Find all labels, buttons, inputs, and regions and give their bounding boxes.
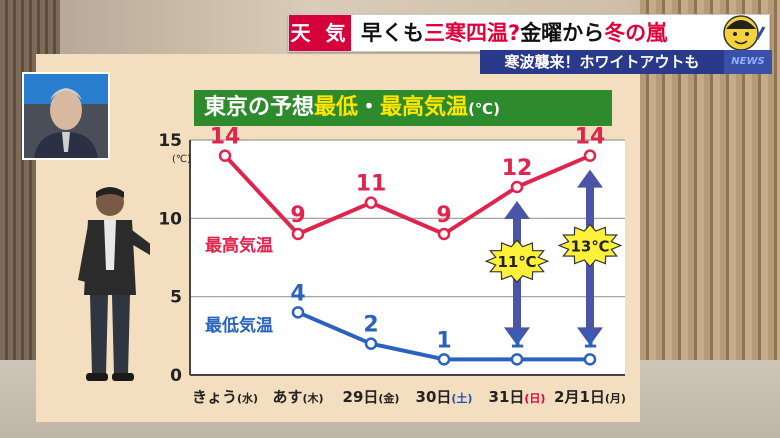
data-label: 1 xyxy=(509,328,524,353)
x-tick-main: 31日 xyxy=(489,388,525,406)
range-label: 13℃ xyxy=(570,238,609,256)
anchor-portrait xyxy=(24,74,108,158)
y-tick-label: 5 xyxy=(170,288,182,308)
data-label: 9 xyxy=(436,203,451,228)
x-tick-label: あす(木) xyxy=(272,388,323,406)
data-label: 1 xyxy=(436,328,451,353)
range-label: 11℃ xyxy=(497,253,536,271)
data-point xyxy=(510,180,524,194)
data-label: 14 xyxy=(210,125,241,150)
data-label: 2 xyxy=(363,313,378,338)
range-arrow-head xyxy=(504,201,530,219)
data-point xyxy=(364,196,378,209)
title-prefix: 東京の予想 xyxy=(204,95,315,120)
y-tick-label: 15 xyxy=(158,131,182,151)
series-label-high: 最高気温 xyxy=(205,235,273,256)
title-unit: (℃) xyxy=(468,100,500,118)
range-burst xyxy=(557,223,623,268)
data-point xyxy=(437,227,451,241)
x-tick-label: 30日(土) xyxy=(416,388,473,406)
x-tick-label: きょう(水) xyxy=(192,388,258,406)
data-label: 4 xyxy=(290,281,305,306)
y-unit-label: (℃) xyxy=(172,154,191,165)
network-logo: NEWS xyxy=(724,50,772,74)
data-point xyxy=(218,149,232,162)
x-tick-day: (土) xyxy=(451,391,472,405)
data-point xyxy=(583,353,597,366)
data-point xyxy=(510,353,524,366)
data-point xyxy=(291,227,305,241)
range-arrow-head xyxy=(577,169,603,188)
headline-banner: 天 気 早くも三寒四温?金曜から冬の嵐 xyxy=(288,14,770,52)
x-tick-main: あす xyxy=(272,388,302,406)
y-tick-label: 0 xyxy=(170,366,182,386)
x-tick-day: (金) xyxy=(378,391,399,405)
headline-part-2: 金曜から xyxy=(520,21,605,45)
series-label-low: 最低気温 xyxy=(205,315,273,336)
range-arrow-head xyxy=(577,327,603,346)
x-tick-day: (日) xyxy=(524,392,545,405)
data-label: 14 xyxy=(575,125,606,150)
title-high: 最高気温 xyxy=(380,95,469,120)
data-label: 1 xyxy=(582,328,597,353)
x-tick-main: きょう xyxy=(192,388,237,406)
y-tick-label: 10 xyxy=(158,209,182,229)
data-point xyxy=(583,149,597,162)
x-tick-day: (水) xyxy=(237,391,258,405)
x-tick-main: 2月1日 xyxy=(554,388,605,406)
weather-tag: 天 気 xyxy=(289,15,351,51)
title-sep: ・ xyxy=(358,95,381,120)
headline-part-0: 早くも xyxy=(361,21,424,45)
data-label: 9 xyxy=(290,203,305,228)
data-label: 12 xyxy=(502,156,533,181)
title-low: 最低 xyxy=(314,95,359,120)
series-line-high xyxy=(223,153,591,236)
data-point xyxy=(437,353,451,366)
x-tick-main: 30日 xyxy=(416,388,452,406)
presenter-figure xyxy=(78,187,150,381)
plot-area xyxy=(190,140,625,375)
data-point xyxy=(364,337,378,350)
mascot-icon xyxy=(723,15,765,51)
data-label: 11 xyxy=(356,172,387,197)
data-point xyxy=(291,306,305,319)
x-tick-main: 29日 xyxy=(343,388,379,406)
x-tick-label: 31日(日) xyxy=(489,388,546,406)
x-tick-day: (月) xyxy=(605,392,626,405)
x-tick-day: (木) xyxy=(302,391,323,405)
subheadline-bar: 寒波襲来！ホワイトアウトも xyxy=(480,50,724,74)
range-arrow-head xyxy=(504,327,530,346)
x-tick-label: 2月1日(月) xyxy=(554,388,626,406)
headline-text: 早くも三寒四温?金曜から冬の嵐 xyxy=(361,15,667,51)
headline-part-1: 三寒四温? xyxy=(424,21,521,45)
range-burst xyxy=(484,239,550,284)
headline-part-3: 冬の嵐 xyxy=(604,21,668,45)
inset-video-anchor xyxy=(22,72,110,160)
board-title: 東京の予想最低・最高気温(℃) xyxy=(194,90,612,126)
x-tick-label: 29日(金) xyxy=(343,388,400,406)
